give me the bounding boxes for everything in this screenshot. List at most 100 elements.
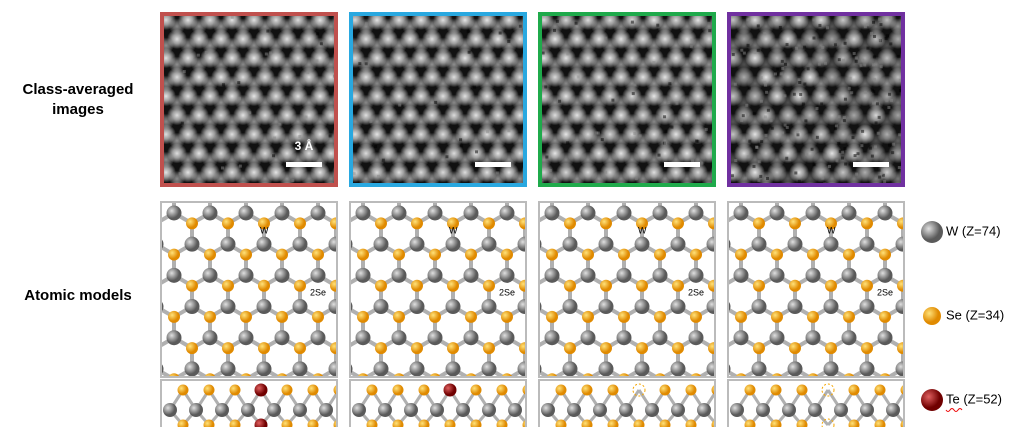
noise [765,176,769,180]
bond [1011,369,1016,379]
noise [783,94,787,98]
se-atom [771,186,783,198]
atom-spot [312,0,332,11]
noise [837,115,841,119]
se-atom [618,310,630,323]
w-atom [59,206,74,221]
noise [885,99,889,103]
se-atom [537,186,549,198]
noise [877,115,881,119]
w-atom [733,267,749,283]
noise [237,97,241,101]
bond [138,307,156,317]
atom-spot [945,37,961,53]
w-atom [688,330,704,346]
w-atom [77,174,92,189]
noise [555,19,559,23]
se-atom [636,342,648,355]
se-atom [366,404,378,416]
bond [1011,182,1016,192]
w-atom [517,236,527,252]
w-atom [968,237,983,252]
noise [890,98,894,102]
bond [714,400,732,410]
se-atom [132,249,144,261]
atom-spot [510,67,527,88]
w-atom [619,403,633,417]
se-atom [636,279,648,292]
w-atom [782,403,796,417]
se-atom [186,279,198,292]
bond [993,213,1011,223]
se-atom [879,186,891,198]
atom-spot [112,124,132,144]
w-atom [409,361,425,377]
noise [747,86,751,90]
atom-spot [343,0,363,11]
noise [386,23,390,27]
se-atom [807,186,819,198]
model-label: 2Se [499,287,515,297]
w-atom [481,299,497,315]
noise [883,180,887,184]
noise [879,23,883,27]
w-atom [652,267,668,283]
noise [851,136,855,140]
atom-spot [699,0,719,11]
w-atom [769,205,785,221]
se-atom [771,404,783,416]
se-atom [203,384,215,396]
bond [120,338,138,348]
w-atom [1004,174,1016,189]
se-atom [825,217,837,230]
noise [667,101,671,105]
se-atom [348,186,360,198]
bond [921,275,939,285]
w-atom [95,268,110,283]
se-atom [312,186,324,198]
model-label: 2Se [310,287,326,297]
se-atom [258,279,270,292]
se-atom [186,217,198,230]
w-atom [834,403,848,417]
w-atom [733,330,749,346]
se-atom [411,342,423,355]
bond [102,213,120,223]
noise [273,136,277,140]
noise [675,101,679,105]
atom-spot [921,162,941,182]
noise [574,21,578,25]
noise [765,90,769,94]
w-atom [895,299,905,315]
w-atom [706,361,716,377]
noise [812,36,816,40]
atom-spot [699,143,716,164]
w-atom [220,361,236,377]
w-atom [562,361,578,377]
noise [888,92,892,96]
w-atom [580,267,596,283]
atom-spot [125,171,141,187]
se-atom [496,419,508,427]
noise [872,20,876,24]
noise [704,127,708,131]
w-atom [914,268,929,283]
atom-spot [299,0,319,11]
se-atom [375,342,387,355]
noise [842,115,846,119]
se-atom [874,384,886,396]
noise [670,125,674,129]
noise [746,113,750,117]
se-atom [447,342,459,355]
model-label: W [260,225,269,235]
atom-spot [923,114,939,130]
se-atom [645,186,657,198]
noise [878,38,882,42]
w-atom [756,403,770,417]
noise [872,90,876,94]
w-atom [189,403,203,417]
atom-spot [910,105,930,125]
se-atom [969,280,981,292]
bond [993,244,1011,254]
